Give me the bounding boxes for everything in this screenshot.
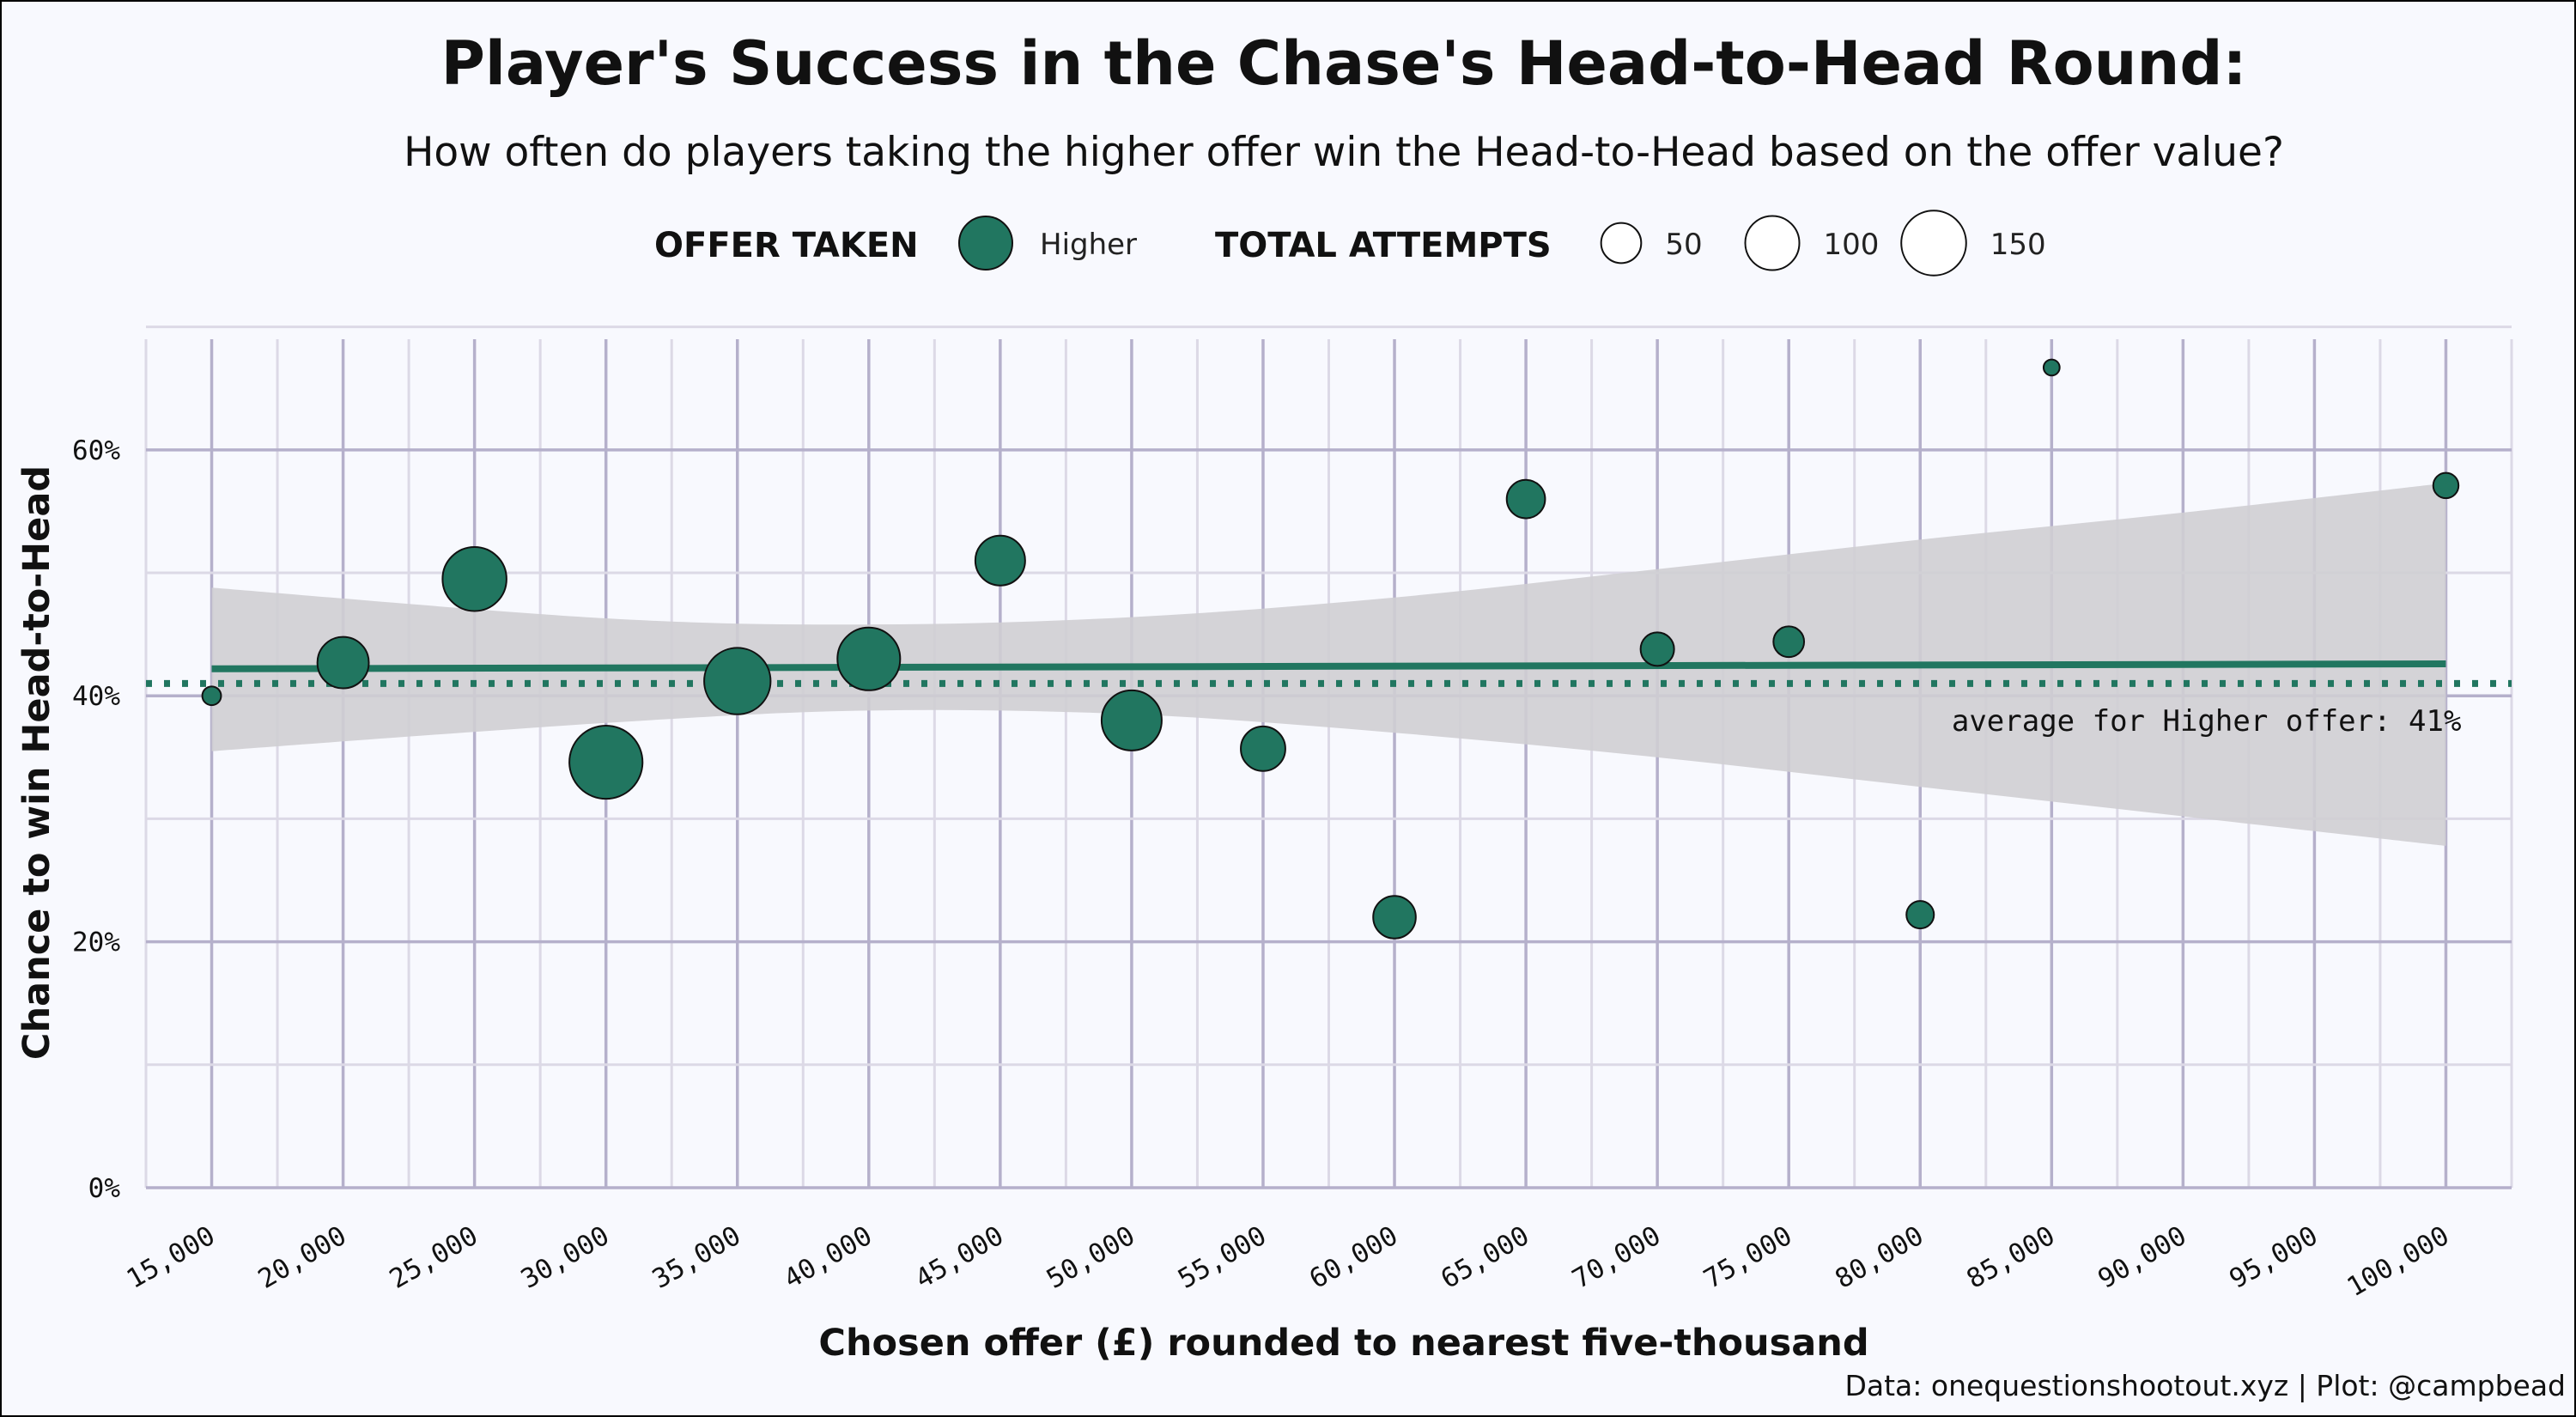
x-tick-label: 60,000: [1304, 1220, 1403, 1295]
data-point: [1240, 725, 1286, 772]
x-tick-label: 85,000: [1961, 1220, 2060, 1295]
x-tick-label: 25,000: [385, 1220, 483, 1295]
y-axis-ticks: 0% 20% 40% 60%: [72, 435, 120, 1204]
y-tick-label: 60%: [72, 435, 120, 466]
x-tick-label: 95,000: [2224, 1220, 2323, 1295]
x-tick-label: 35,000: [647, 1220, 746, 1295]
legend-size-label: 100: [1824, 228, 1880, 262]
legend-size-swatch: [1900, 210, 1967, 277]
legend-offer-title: OFFER TAKEN: [654, 226, 919, 265]
legend-size-title: TOTAL ATTEMPTS: [1215, 226, 1552, 265]
caption: Data: onequestionshootout.xyz | Plot: @c…: [1844, 1369, 2566, 1402]
x-tick-label: 40,000: [779, 1220, 878, 1295]
data-point: [974, 534, 1026, 587]
chart-subtitle: How often do players taking the higher o…: [404, 129, 2284, 176]
data-point: [1639, 631, 1675, 667]
average-annotation: average for Higher offer: 41%: [1952, 704, 2462, 739]
legend: OFFER TAKEN Higher TOTAL ATTEMPTS 50 100 1…: [654, 210, 2046, 277]
legend-offer-swatch: [958, 216, 1013, 271]
legend-size-label: 150: [1990, 228, 2046, 262]
data-point: [316, 636, 370, 690]
data-point: [1372, 895, 1417, 940]
x-tick-label: 70,000: [1567, 1220, 1666, 1295]
chart-title: Player's Success in the Chase's Head-to-…: [441, 28, 2247, 99]
trend-line: [211, 660, 2446, 672]
legend-offer-label: Higher: [1040, 228, 1137, 262]
x-tick-label: 20,000: [253, 1220, 352, 1295]
x-tick-label: 65,000: [1436, 1220, 1534, 1295]
x-axis-ticks: 15,000 20,000 25,000 30,000 35,000 40,000 45,0…: [122, 1220, 2455, 1304]
data-point: [836, 626, 902, 691]
y-axis-label: Chance to win Head-to-Head: [15, 465, 58, 1060]
data-point: [441, 545, 507, 612]
x-tick-label: 50,000: [1042, 1220, 1140, 1295]
x-axis-label: Chosen offer (£) rounded to nearest five…: [818, 1322, 1868, 1365]
y-tick-label: 40%: [72, 681, 120, 712]
y-tick-label: 20%: [72, 927, 120, 958]
x-tick-label: 45,000: [910, 1220, 1009, 1295]
legend-size-swatch: [1600, 222, 1643, 265]
data-point: [1505, 478, 1546, 520]
x-tick-label: 100,000: [2342, 1220, 2454, 1304]
x-tick-label: 55,000: [1173, 1220, 1272, 1295]
x-tick-label: 75,000: [1698, 1220, 1797, 1295]
data-point: [1100, 689, 1163, 751]
x-tick-label: 15,000: [122, 1220, 221, 1295]
data-point: [703, 647, 772, 715]
data-points: [201, 358, 2460, 940]
data-point: [568, 724, 644, 800]
x-tick-label: 80,000: [1830, 1220, 1929, 1295]
data-point: [1905, 900, 1935, 930]
y-tick-label: 0%: [88, 1173, 121, 1204]
data-point: [2432, 471, 2460, 500]
legend-size-items: 50 100 150: [1600, 210, 2046, 277]
data-point: [201, 685, 222, 707]
legend-size-label: 50: [1665, 228, 1702, 262]
data-point: [2042, 358, 2061, 377]
data-point: [1772, 625, 1806, 659]
x-tick-label: 30,000: [516, 1220, 615, 1295]
legend-size-swatch: [1744, 215, 1801, 271]
x-tick-label: 90,000: [2093, 1220, 2191, 1295]
